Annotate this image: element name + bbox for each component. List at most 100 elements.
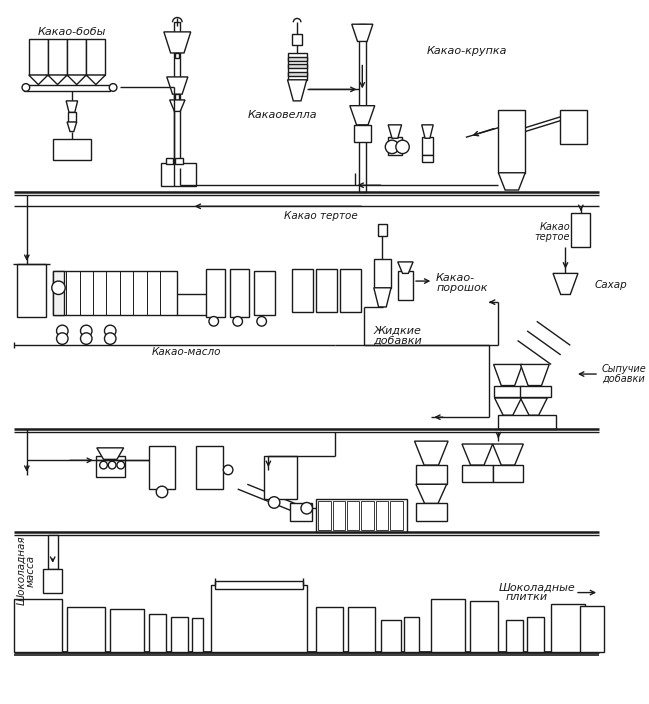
Polygon shape xyxy=(66,101,78,113)
Bar xyxy=(506,620,523,652)
Polygon shape xyxy=(29,75,48,84)
Polygon shape xyxy=(495,398,521,415)
Bar xyxy=(374,259,391,288)
Bar xyxy=(161,163,195,186)
Bar xyxy=(48,39,67,75)
Text: масса: масса xyxy=(26,555,36,586)
Circle shape xyxy=(257,317,267,326)
Text: Какао: Какао xyxy=(539,222,570,232)
Polygon shape xyxy=(493,444,523,465)
Text: Сахар: Сахар xyxy=(594,280,627,290)
Polygon shape xyxy=(67,75,86,84)
Bar xyxy=(292,269,313,312)
Bar xyxy=(316,498,408,532)
Text: тертое: тертое xyxy=(535,232,570,242)
Bar xyxy=(215,581,303,589)
Bar xyxy=(14,599,62,652)
Circle shape xyxy=(56,325,68,337)
Text: плитки: плитки xyxy=(505,592,547,603)
Polygon shape xyxy=(398,262,413,273)
Polygon shape xyxy=(416,484,447,503)
Bar xyxy=(520,386,551,397)
Bar xyxy=(67,607,105,652)
Bar xyxy=(53,272,64,315)
Circle shape xyxy=(209,317,219,326)
Bar xyxy=(292,34,302,45)
Circle shape xyxy=(104,325,116,337)
Polygon shape xyxy=(415,441,448,465)
Bar xyxy=(376,501,388,530)
Polygon shape xyxy=(388,125,402,138)
Polygon shape xyxy=(86,75,105,84)
Polygon shape xyxy=(167,77,188,94)
Circle shape xyxy=(117,461,125,469)
Bar xyxy=(18,264,46,317)
Bar xyxy=(149,446,175,489)
Bar xyxy=(378,224,387,236)
Bar xyxy=(86,39,105,75)
Bar xyxy=(29,39,48,75)
Bar xyxy=(580,606,604,652)
Bar xyxy=(316,269,337,312)
Text: Шоколадные: Шоколадные xyxy=(498,583,575,593)
Circle shape xyxy=(233,317,243,326)
Bar xyxy=(263,455,297,498)
Bar xyxy=(165,158,173,164)
Bar xyxy=(361,501,374,530)
Polygon shape xyxy=(48,75,67,84)
Bar xyxy=(197,446,223,489)
Bar xyxy=(175,23,180,185)
Circle shape xyxy=(100,461,107,469)
Bar xyxy=(53,139,91,161)
Bar xyxy=(43,569,62,593)
Bar xyxy=(288,65,307,68)
Bar xyxy=(493,465,523,482)
Bar xyxy=(149,614,165,652)
Bar xyxy=(254,272,275,315)
Bar xyxy=(175,158,183,164)
Bar xyxy=(347,501,360,530)
Polygon shape xyxy=(374,288,391,307)
Bar xyxy=(462,465,493,482)
Polygon shape xyxy=(169,100,185,111)
Circle shape xyxy=(386,140,398,153)
Circle shape xyxy=(269,497,280,508)
Bar xyxy=(354,125,371,142)
Text: Шоколадная: Шоколадная xyxy=(16,536,26,605)
Bar xyxy=(24,84,110,92)
Text: добавки: добавки xyxy=(373,336,422,346)
Bar xyxy=(68,113,76,122)
Polygon shape xyxy=(553,273,578,294)
Polygon shape xyxy=(67,122,77,132)
Bar xyxy=(288,57,307,61)
Bar xyxy=(171,617,188,652)
Circle shape xyxy=(223,465,233,474)
Polygon shape xyxy=(422,125,434,138)
Circle shape xyxy=(104,333,116,344)
Bar xyxy=(571,213,591,246)
Bar xyxy=(494,386,524,397)
Bar xyxy=(110,609,144,652)
Circle shape xyxy=(22,84,30,92)
Bar xyxy=(230,269,249,317)
Text: Какаовелла: Какаовелла xyxy=(248,111,317,120)
Circle shape xyxy=(396,140,410,153)
Bar xyxy=(360,24,366,192)
Text: Какао-крупка: Какао-крупка xyxy=(426,46,507,56)
Text: Какао-бобы: Какао-бобы xyxy=(38,27,106,37)
Bar xyxy=(559,111,587,144)
Bar xyxy=(422,137,434,155)
Circle shape xyxy=(80,333,92,344)
Bar xyxy=(551,604,585,652)
Circle shape xyxy=(108,461,116,469)
Bar xyxy=(288,53,307,80)
Bar xyxy=(382,620,400,652)
Text: Жидкие: Жидкие xyxy=(374,326,422,336)
Text: Сыпучие: Сыпучие xyxy=(602,364,646,375)
Bar xyxy=(416,503,447,521)
Bar xyxy=(211,585,307,652)
Circle shape xyxy=(52,281,65,294)
Bar xyxy=(416,465,447,484)
Bar xyxy=(318,501,331,530)
Bar xyxy=(470,601,498,652)
